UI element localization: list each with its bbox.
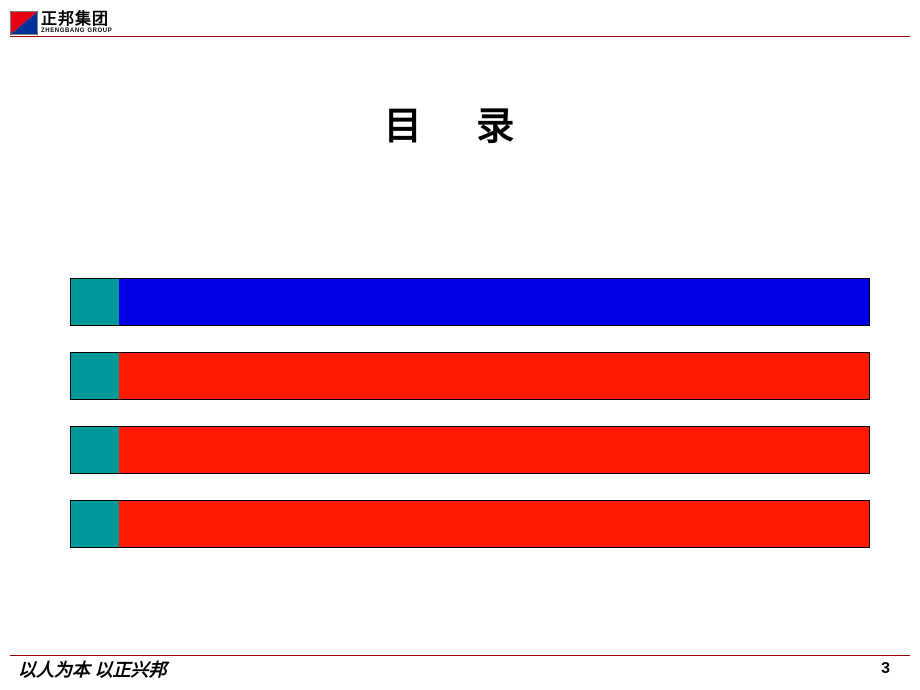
- toc-row-marker: [71, 279, 119, 325]
- toc-row: [70, 278, 870, 326]
- toc-row: [70, 500, 870, 548]
- company-logo: 正邦集团 ZHENGBANG GROUP: [10, 11, 112, 35]
- header: 正邦集团 ZHENGBANG GROUP: [10, 8, 910, 38]
- table-of-contents: [70, 278, 870, 548]
- toc-row-marker: [71, 427, 119, 473]
- footer: 以人为本 以正兴邦 3: [18, 656, 890, 682]
- toc-row: [70, 426, 870, 474]
- toc-row-marker: [71, 353, 119, 399]
- logo-name-cn: 正邦集团: [41, 12, 112, 28]
- header-divider: [10, 36, 910, 37]
- page-number: 3: [881, 660, 890, 678]
- toc-row-bar: [119, 427, 869, 473]
- toc-row-bar: [119, 501, 869, 547]
- toc-row-marker: [71, 501, 119, 547]
- logo-mark-icon: [10, 11, 38, 35]
- logo-text: 正邦集团 ZHENGBANG GROUP: [41, 12, 112, 34]
- logo-name-en: ZHENGBANG GROUP: [41, 28, 112, 34]
- toc-row-bar: [119, 353, 869, 399]
- toc-row: [70, 352, 870, 400]
- toc-row-bar: [119, 279, 869, 325]
- footer-motto: 以人为本 以正兴邦: [18, 656, 167, 682]
- page-title: 目 录: [0, 95, 920, 150]
